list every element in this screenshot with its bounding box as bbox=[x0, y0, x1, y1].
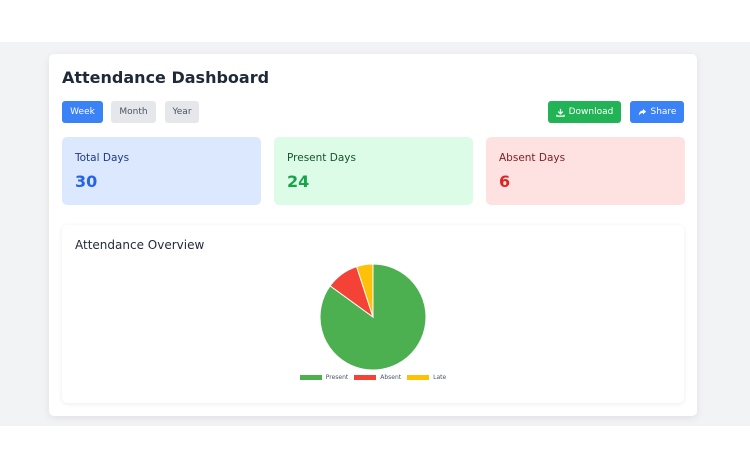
attendance-overview-card: Attendance Overview Present Absent Late bbox=[62, 225, 684, 403]
chart-title: Attendance Overview bbox=[75, 238, 205, 252]
legend-swatch bbox=[299, 375, 322, 380]
tab-month[interactable]: Month bbox=[111, 101, 156, 123]
legend-swatch bbox=[354, 375, 377, 380]
download-icon bbox=[555, 108, 565, 117]
tab-year[interactable]: Year bbox=[165, 101, 199, 123]
legend-item-present[interactable]: Present bbox=[299, 374, 349, 381]
pie-slice-late bbox=[355, 263, 374, 318]
stat-card-absent-days: Absent Days 6 bbox=[486, 137, 685, 205]
stat-card-total-days: Total Days 30 bbox=[62, 137, 261, 205]
legend-swatch bbox=[407, 375, 430, 380]
dashboard-card: Attendance Dashboard Week Month Year Dow… bbox=[49, 54, 697, 416]
pie-chart bbox=[319, 263, 427, 371]
share-label: Share bbox=[650, 107, 677, 117]
legend-label: Present bbox=[325, 374, 349, 381]
tab-week[interactable]: Week bbox=[62, 101, 103, 123]
share-icon bbox=[638, 108, 646, 116]
stat-value: 24 bbox=[287, 172, 310, 191]
legend-item-absent[interactable]: Absent bbox=[354, 374, 401, 381]
chart-legend: Present Absent Late bbox=[62, 374, 684, 381]
download-button[interactable]: Download bbox=[548, 101, 621, 123]
legend-item-late[interactable]: Late bbox=[407, 374, 446, 381]
stat-value: 30 bbox=[75, 172, 98, 191]
stat-label: Present Days bbox=[287, 152, 356, 164]
stat-card-present-days: Present Days 24 bbox=[274, 137, 473, 205]
stat-label: Total Days bbox=[75, 152, 130, 164]
page-title: Attendance Dashboard bbox=[62, 68, 270, 87]
download-label: Download bbox=[568, 107, 614, 117]
stat-value: 6 bbox=[499, 172, 511, 191]
legend-label: Late bbox=[433, 374, 447, 381]
stat-label: Absent Days bbox=[499, 152, 566, 164]
share-button[interactable]: Share bbox=[630, 101, 684, 123]
legend-label: Absent bbox=[380, 374, 402, 381]
